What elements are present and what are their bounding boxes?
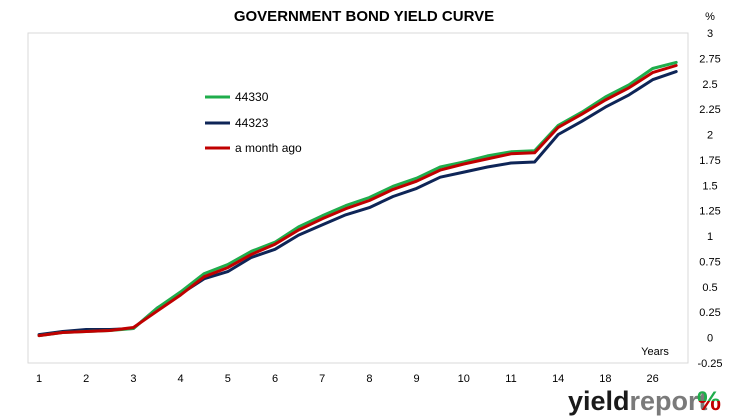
y-tick-label: 3 bbox=[707, 28, 713, 40]
x-tick-label: 10 bbox=[458, 373, 470, 385]
x-tick-label: 7 bbox=[319, 373, 325, 385]
y-tick-label: 0.25 bbox=[699, 307, 720, 319]
x-tick-label: 6 bbox=[272, 373, 278, 385]
legend-label-1: 44323 bbox=[235, 116, 269, 130]
y-tick-label: 2.5 bbox=[702, 79, 717, 91]
series-line-2 bbox=[37, 64, 678, 338]
y-tick-label: 0.5 bbox=[702, 282, 717, 294]
x-tick-label: 26 bbox=[646, 373, 658, 385]
logo-percent-icon: % bbox=[697, 386, 721, 416]
y-tick-label: 1.75 bbox=[699, 155, 720, 167]
y-tick-label: -0.25 bbox=[697, 358, 722, 370]
x-tick-label: 2 bbox=[83, 373, 89, 385]
x-tick-label: 1 bbox=[36, 373, 42, 385]
y-tick-label: 2.25 bbox=[699, 104, 720, 116]
x-tick-label: 11 bbox=[505, 373, 516, 385]
x-axis-label: Years bbox=[641, 346, 669, 358]
y-tick-label: 0 bbox=[707, 333, 713, 345]
x-axis-ticks: 1 2 3 4 5 6 7 8 9 10 11 14 18 26 bbox=[36, 373, 659, 385]
logo-text-report: report bbox=[630, 386, 708, 416]
y-tick-label: 2.75 bbox=[699, 53, 720, 65]
x-tick-label: 4 bbox=[178, 373, 184, 385]
chart-title: GOVERNMENT BOND YIELD CURVE bbox=[234, 8, 494, 25]
yieldreport-logo: yieldreport % bbox=[568, 386, 721, 416]
plot-area-border bbox=[27, 32, 689, 364]
x-tick-label: 5 bbox=[225, 373, 231, 385]
legend-label-2: a month ago bbox=[235, 141, 302, 155]
logo-text-yield: yield bbox=[568, 386, 630, 416]
y-tick-label: 1.5 bbox=[702, 180, 717, 192]
y-axis-ticks: -0.25 0 0.25 0.5 0.75 1 1.25 1.5 1.75 2 2.25 2.5 2.7… bbox=[697, 28, 722, 370]
x-tick-label: 14 bbox=[552, 373, 564, 385]
series-line-0 bbox=[37, 60, 678, 338]
y-tick-label: 0.75 bbox=[699, 256, 720, 268]
series-lines bbox=[37, 60, 678, 338]
x-tick-label: 3 bbox=[130, 373, 136, 385]
y-tick-label: 1.25 bbox=[699, 206, 720, 218]
y-tick-label: 1 bbox=[707, 231, 713, 243]
svg-text:yieldreport: yieldreport bbox=[568, 386, 708, 416]
legend: 44330 44323 a month ago bbox=[205, 90, 302, 155]
y-tick-label: 2 bbox=[707, 130, 713, 142]
x-tick-label: 8 bbox=[366, 373, 372, 385]
legend-label-0: 44330 bbox=[235, 90, 269, 104]
x-tick-label: 9 bbox=[414, 373, 420, 385]
x-tick-label: 18 bbox=[599, 373, 611, 385]
y-axis-unit-label: % bbox=[705, 11, 715, 23]
